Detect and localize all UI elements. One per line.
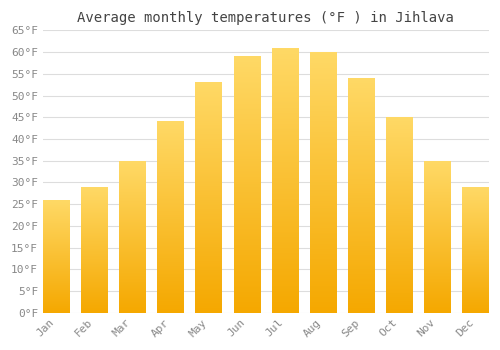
Bar bbox=[386, 117, 412, 313]
Bar bbox=[462, 187, 489, 313]
Bar bbox=[348, 78, 374, 313]
Bar bbox=[43, 200, 70, 313]
Title: Average monthly temperatures (°F ) in Jihlava: Average monthly temperatures (°F ) in Ji… bbox=[78, 11, 454, 25]
Bar bbox=[158, 121, 184, 313]
Bar bbox=[272, 48, 298, 313]
Bar bbox=[119, 161, 146, 313]
Bar bbox=[196, 83, 222, 313]
Bar bbox=[310, 52, 336, 313]
Bar bbox=[234, 56, 260, 313]
Bar bbox=[81, 187, 108, 313]
Bar bbox=[424, 161, 451, 313]
